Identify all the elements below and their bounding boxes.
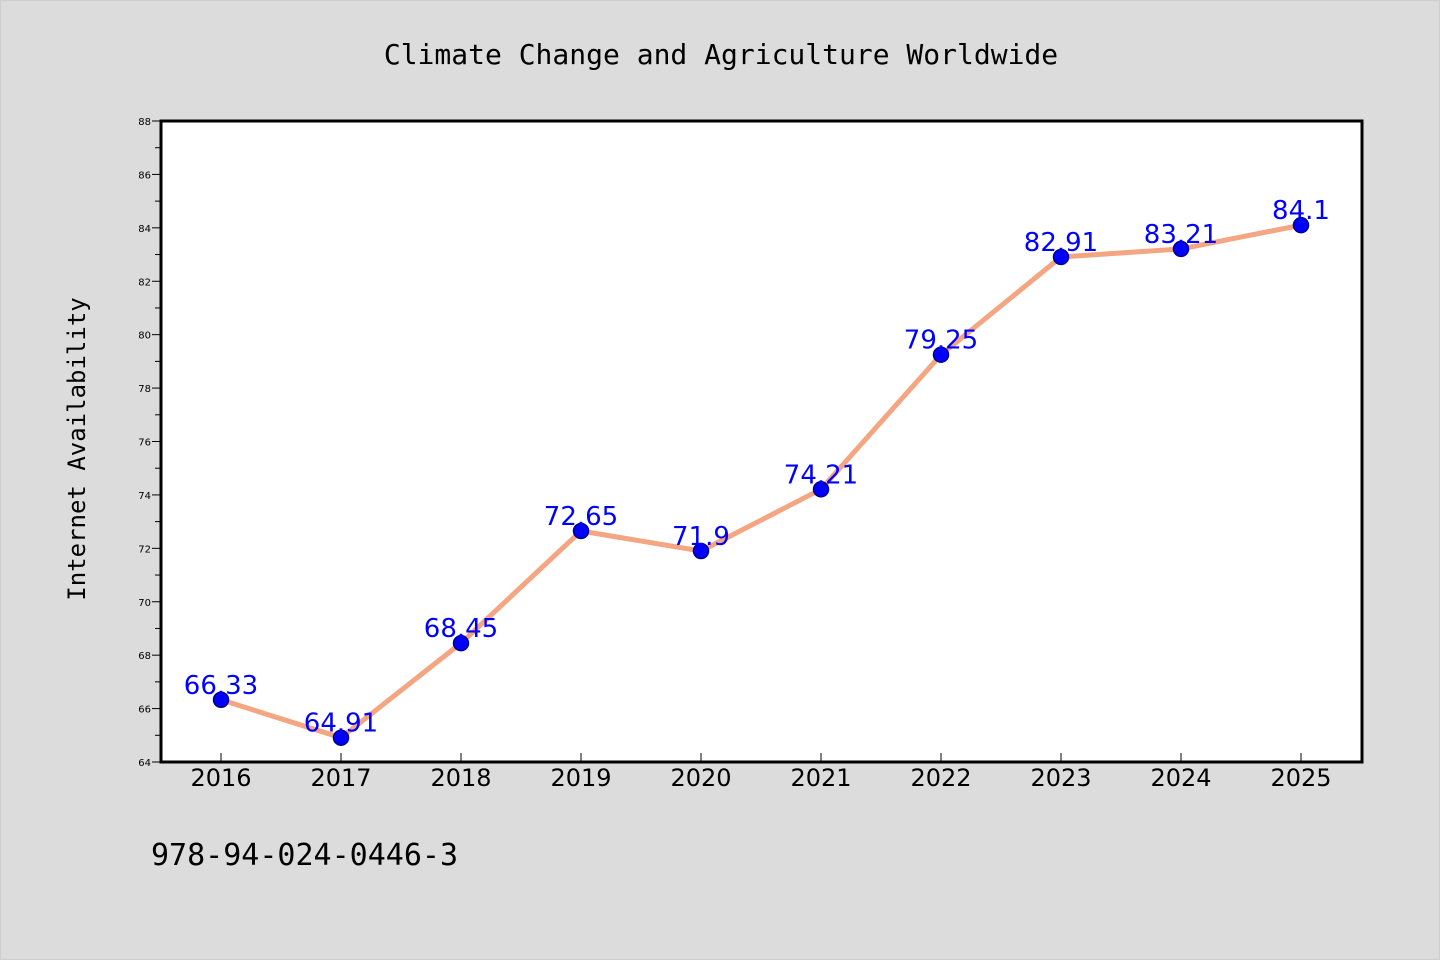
data-label: 64.91 <box>304 709 378 739</box>
y-tick-label: 88 <box>138 117 151 128</box>
y-tick-label: 86 <box>138 170 151 181</box>
data-point <box>1052 248 1070 266</box>
data-point <box>1172 240 1190 258</box>
chart-title: Climate Change and Agriculture Worldwide <box>384 38 1058 71</box>
isbn-text: 978-94-024-0446-3 <box>151 838 458 873</box>
data-labels-layer: 66.33 64.91 68.45 72.65 71.9 74.21 79.25 82.91 8… <box>184 196 1330 739</box>
data-point <box>932 346 950 363</box>
x-tick-label: 2020 <box>670 764 731 792</box>
x-tick-label: 2019 <box>550 764 611 792</box>
data-label: 74.21 <box>784 460 858 490</box>
plot-area <box>159 119 1364 764</box>
data-label: 83.21 <box>1144 220 1218 250</box>
data-point <box>1292 216 1310 234</box>
data-point <box>452 634 470 652</box>
y-tick-label: 72 <box>138 544 151 555</box>
y-axis-ticks: 64 66 68 70 72 74 76 78 80 82 84 86 88 <box>138 117 161 769</box>
x-tick-label: 2016 <box>190 764 251 792</box>
x-tick-label: 2025 <box>1270 764 1331 792</box>
x-tick-label: 2017 <box>310 764 371 792</box>
x-tick-label: 2018 <box>430 764 491 792</box>
y-tick-label: 80 <box>138 331 151 342</box>
y-tick-label: 76 <box>138 438 151 449</box>
data-point <box>812 481 830 498</box>
data-label: 68.45 <box>424 614 498 644</box>
x-tick-label: 2024 <box>1150 764 1211 792</box>
data-label: 66.33 <box>184 671 258 701</box>
data-point <box>572 522 590 540</box>
x-tick-label: 2021 <box>790 764 851 792</box>
series-layer <box>212 216 1310 746</box>
data-point <box>692 542 710 560</box>
y-tick-label: 74 <box>138 491 151 502</box>
y-tick-label: 84 <box>138 224 151 235</box>
y-axis-label: Internet Availability <box>63 297 91 600</box>
x-axis-ticks: 2016 2017 2018 2019 2020 2021 2022 2023 2024 2025 <box>190 753 1332 792</box>
x-tick-label: 2023 <box>1030 764 1091 792</box>
y-tick-label: 70 <box>138 598 151 609</box>
data-label: 82.91 <box>1024 228 1098 258</box>
y-tick-label: 82 <box>138 277 151 288</box>
y-tick-label: 68 <box>138 651 151 662</box>
y-tick-label: 66 <box>138 705 151 716</box>
data-label: 72.65 <box>544 502 618 532</box>
x-tick-label: 2022 <box>910 764 971 792</box>
data-point <box>332 729 350 746</box>
data-label: 84.1 <box>1272 196 1330 226</box>
data-point <box>212 691 230 709</box>
series-line <box>218 222 1304 741</box>
data-label: 79.25 <box>904 326 978 356</box>
data-label: 71.9 <box>672 522 730 552</box>
y-tick-label: 64 <box>138 758 151 769</box>
y-tick-label: 78 <box>138 384 151 395</box>
